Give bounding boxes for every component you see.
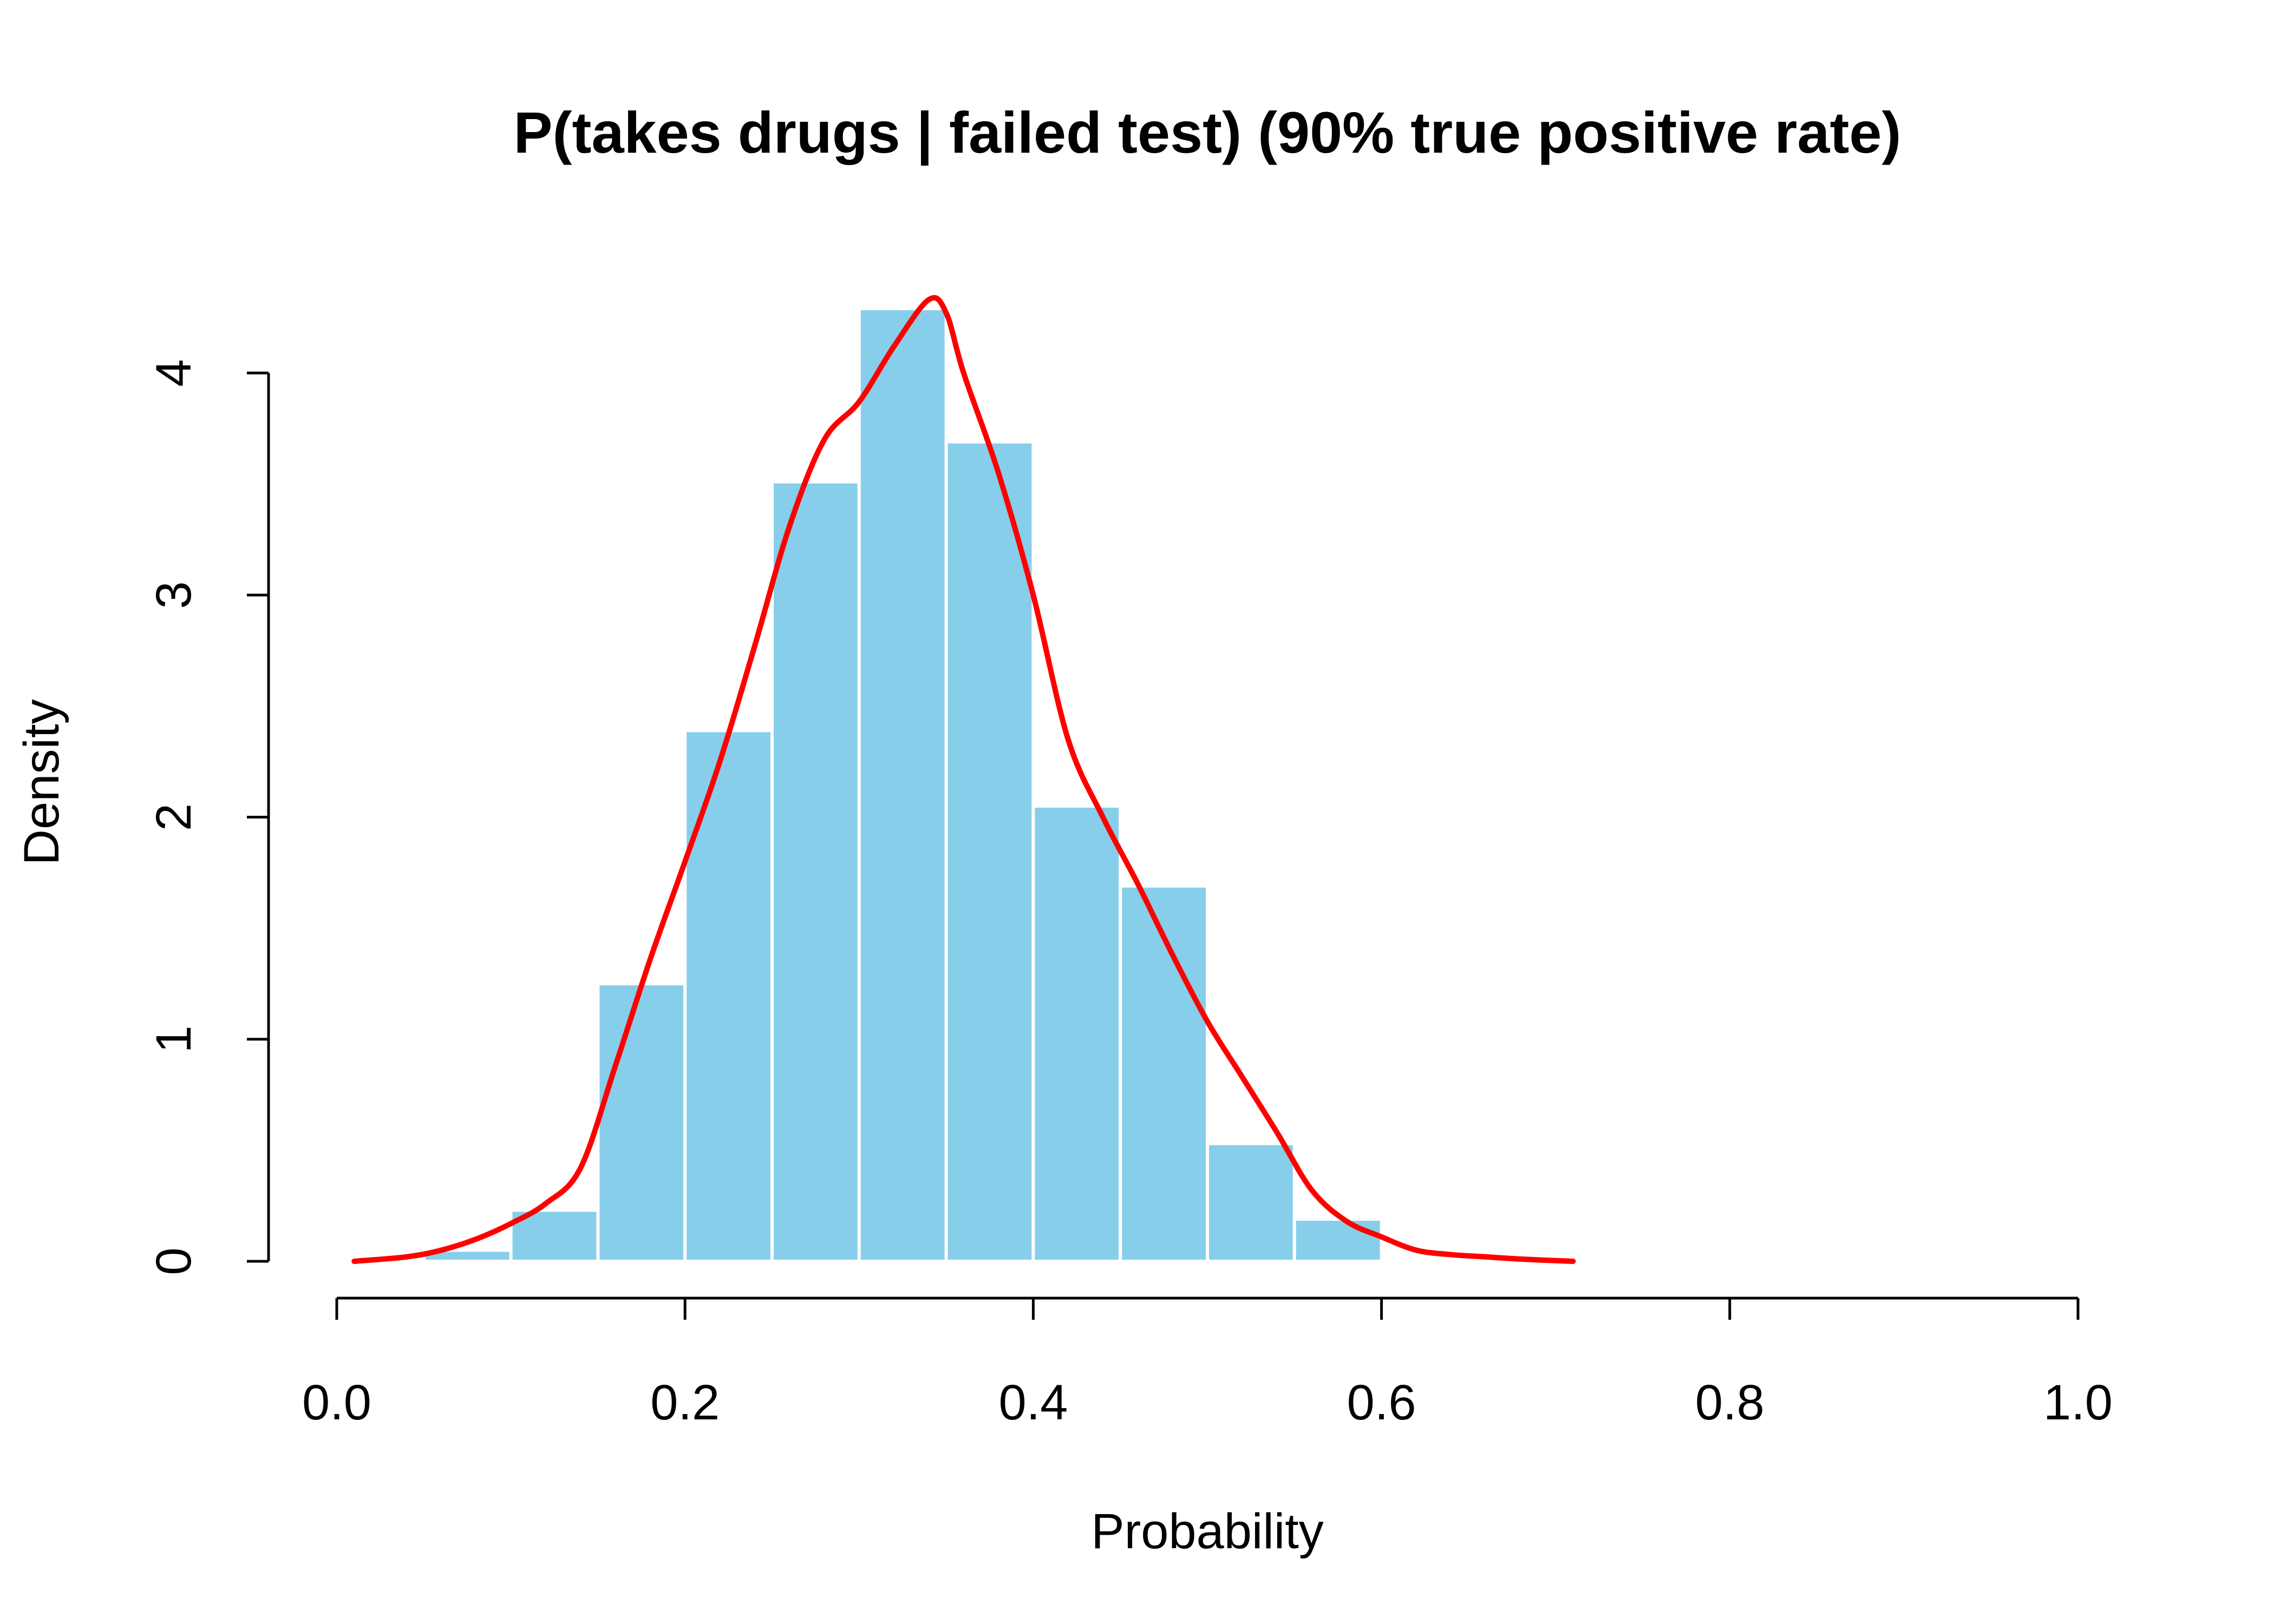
x-axis: 0.0 0.2 0.4 0.6 0.8 1.0 — [302, 1296, 2113, 1430]
histogram-bar-7 — [1031, 804, 1122, 1263]
x-tick-label-3: 0.6 — [1347, 1375, 1416, 1430]
x-tick-label-4: 0.8 — [1695, 1375, 1765, 1430]
x-axis-label: Probability — [1091, 1504, 1324, 1559]
y-axis-label: Density — [14, 699, 69, 866]
y-tick-label-2: 2 — [146, 803, 201, 831]
histogram-bar-2 — [596, 982, 687, 1263]
histogram-bar-6 — [944, 440, 1035, 1263]
chart-title: P(takes drugs | failed test) (90% true p… — [514, 100, 1901, 166]
histogram-bar-9 — [1206, 1142, 1296, 1263]
histogram-bar-8 — [1119, 884, 1209, 1263]
y-tick-label-1: 1 — [146, 1025, 201, 1053]
histogram-bar-3 — [683, 729, 774, 1263]
y-tick-label-3: 3 — [146, 581, 201, 609]
x-tick-label-1: 0.2 — [650, 1375, 720, 1430]
density-curve — [351, 295, 1576, 1264]
x-tick-label-0: 0.0 — [302, 1375, 371, 1430]
histogram-bars — [422, 307, 1383, 1263]
y-tick-label-4: 4 — [146, 359, 201, 387]
y-axis: 0 1 2 3 4 — [146, 359, 270, 1275]
x-tick-label-5: 1.0 — [2043, 1375, 2113, 1430]
density-curve-layer — [351, 295, 1576, 1264]
histogram-bar-10 — [1292, 1217, 1383, 1263]
y-tick-label-0: 0 — [146, 1247, 201, 1275]
histogram-bar-5 — [857, 307, 948, 1263]
x-tick-label-2: 0.4 — [998, 1375, 1068, 1430]
histogram-bar-4 — [770, 480, 861, 1263]
